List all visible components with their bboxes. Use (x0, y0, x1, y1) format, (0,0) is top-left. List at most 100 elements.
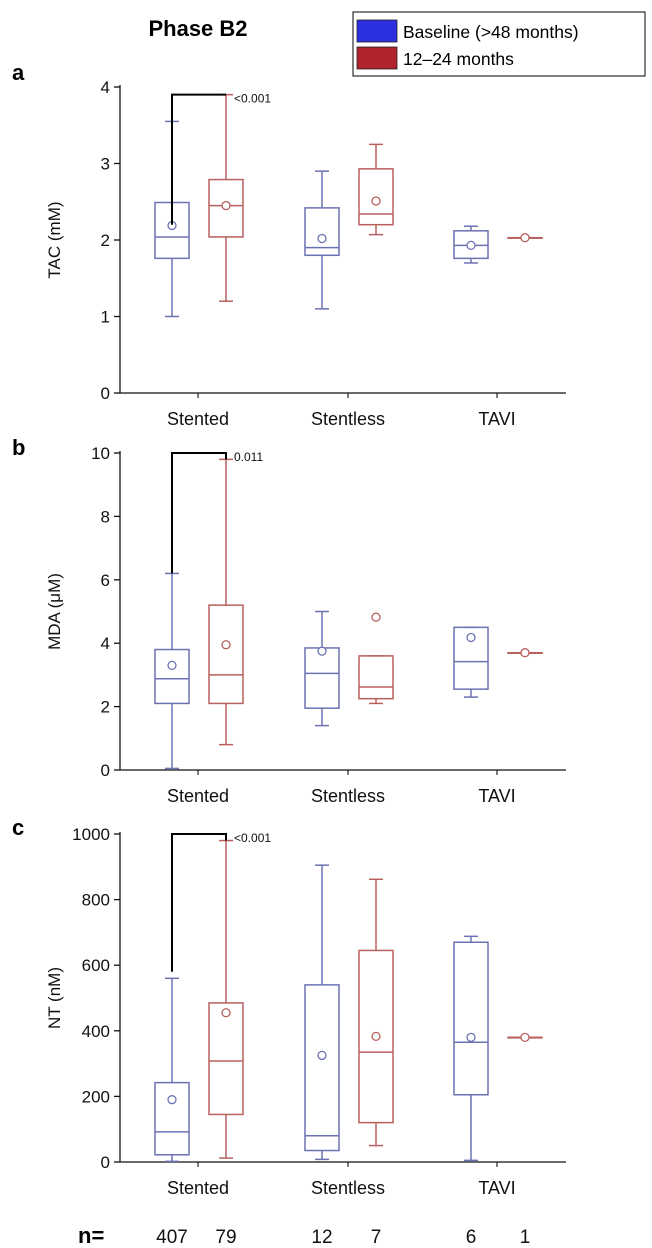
y-tick-label: 6 (101, 571, 110, 590)
x-tick-label: Stentless (311, 786, 385, 806)
y-axis-label: TAC (mM) (45, 201, 64, 278)
box-a-1-1 (358, 143, 394, 236)
iqr-box (453, 230, 489, 260)
box-c-0-1 (208, 839, 244, 1159)
iqr-box (358, 655, 394, 700)
panel-label-b: b (12, 435, 25, 460)
x-tick-label: Stented (167, 786, 229, 806)
mean-marker (371, 196, 381, 206)
y-axis-label: NT (nM) (45, 967, 64, 1029)
y-tick-label: 0 (101, 1153, 110, 1172)
y-tick-label: 4 (101, 78, 110, 97)
iqr-box (358, 949, 394, 1124)
mean-marker (221, 1008, 231, 1018)
iqr-box (453, 626, 489, 690)
x-tick-label: Stentless (311, 409, 385, 429)
iqr-box (154, 648, 190, 705)
n-value: 6 (466, 1227, 477, 1248)
y-tick-label: 400 (82, 1022, 110, 1041)
n-value: 1 (520, 1227, 531, 1248)
x-tick-label: Stented (167, 409, 229, 429)
iqr-box (208, 178, 244, 238)
n-value: 7 (371, 1227, 382, 1248)
box-c-1-0 (304, 864, 340, 1161)
iqr-box (154, 1081, 190, 1156)
iqr-box (304, 647, 340, 709)
mean-marker (221, 640, 231, 650)
panel-b: 0 2 4 6 8 10 MDA (μM) Stented Stentless TAVI 0.011 (45, 444, 566, 806)
box-a-2-0 (453, 225, 489, 264)
figure-title: Phase B2 (148, 16, 247, 41)
y-tick-label: 0 (101, 384, 110, 403)
mean-marker (520, 648, 530, 658)
y-tick-label: 0 (101, 761, 110, 780)
y-tick-label: 4 (101, 634, 110, 653)
iqr-box (453, 941, 489, 1096)
box-b-1-0 (304, 610, 340, 727)
n-value: 79 (215, 1227, 236, 1248)
iqr-box (304, 984, 340, 1152)
p-value-label: <0.001 (234, 831, 271, 845)
mean-marker (466, 1032, 476, 1043)
y-tick-label: 1000 (72, 825, 110, 844)
box-c-1-1 (358, 878, 394, 1147)
box-b-2-0 (453, 626, 489, 698)
mean-marker (466, 240, 476, 251)
y-tick-label: 8 (101, 507, 110, 526)
p-value-label: 0.011 (234, 450, 263, 464)
box-a-0-1 (208, 93, 244, 302)
mean-marker (317, 646, 327, 656)
iqr-box (208, 1002, 244, 1116)
mean-marker (520, 233, 530, 243)
significance-bracket (171, 452, 227, 574)
n-value: 407 (156, 1227, 188, 1248)
box-b-0-0 (154, 572, 190, 770)
y-tick-label: 10 (91, 444, 110, 463)
y-tick-label: 2 (101, 231, 110, 250)
legend-label-followup: 12–24 months (403, 49, 514, 69)
n-value: 12 (311, 1227, 332, 1248)
y-tick-label: 200 (82, 1087, 110, 1106)
legend-swatch-followup (356, 46, 398, 70)
legend-swatch-baseline (356, 19, 398, 43)
panel-c: 0 200 400 600 800 1000 NT (nM) Stented Stentless… (45, 825, 566, 1248)
legend-box (352, 11, 646, 77)
significance-bracket (171, 93, 226, 225)
panel-a: 0 1 2 3 4 TAC (mM) Stented Stentless TAVI <0.001 (45, 78, 566, 429)
box-a-2-1 (507, 233, 543, 243)
mean-marker (317, 1050, 327, 1061)
y-tick-label: 3 (101, 155, 110, 174)
iqr-box (208, 604, 244, 705)
box-a-1-0 (304, 170, 340, 310)
mean-marker (371, 612, 381, 622)
y-tick-label: 800 (82, 891, 110, 910)
x-tick-label: Stented (167, 1178, 229, 1198)
y-axis-label: MDA (μM) (45, 573, 64, 650)
iqr-box (358, 168, 394, 226)
panel-label-a: a (12, 60, 25, 85)
y-tick-label: 2 (101, 698, 110, 717)
p-value-label: <0.001 (234, 92, 271, 106)
mean-marker (221, 200, 231, 211)
y-tick-label: 1 (101, 308, 110, 327)
n-label: n= (78, 1223, 104, 1248)
mean-marker (167, 1095, 177, 1105)
box-c-2-1 (507, 1032, 543, 1043)
box-c-0-0 (154, 977, 190, 1163)
mean-marker (371, 1031, 381, 1042)
box-b-0-1 (208, 458, 244, 746)
mean-marker (520, 1032, 530, 1043)
x-tick-label: TAVI (478, 786, 515, 806)
mean-marker (167, 660, 177, 671)
mean-marker (317, 233, 327, 244)
x-tick-label: Stentless (311, 1178, 385, 1198)
panel-label-c: c (12, 815, 24, 840)
iqr-box (304, 207, 340, 257)
significance-bracket (171, 833, 227, 972)
legend-label-baseline: Baseline (>48 months) (403, 22, 579, 42)
x-tick-label: TAVI (478, 409, 515, 429)
mean-marker (466, 632, 476, 643)
box-b-2-1 (507, 648, 543, 658)
